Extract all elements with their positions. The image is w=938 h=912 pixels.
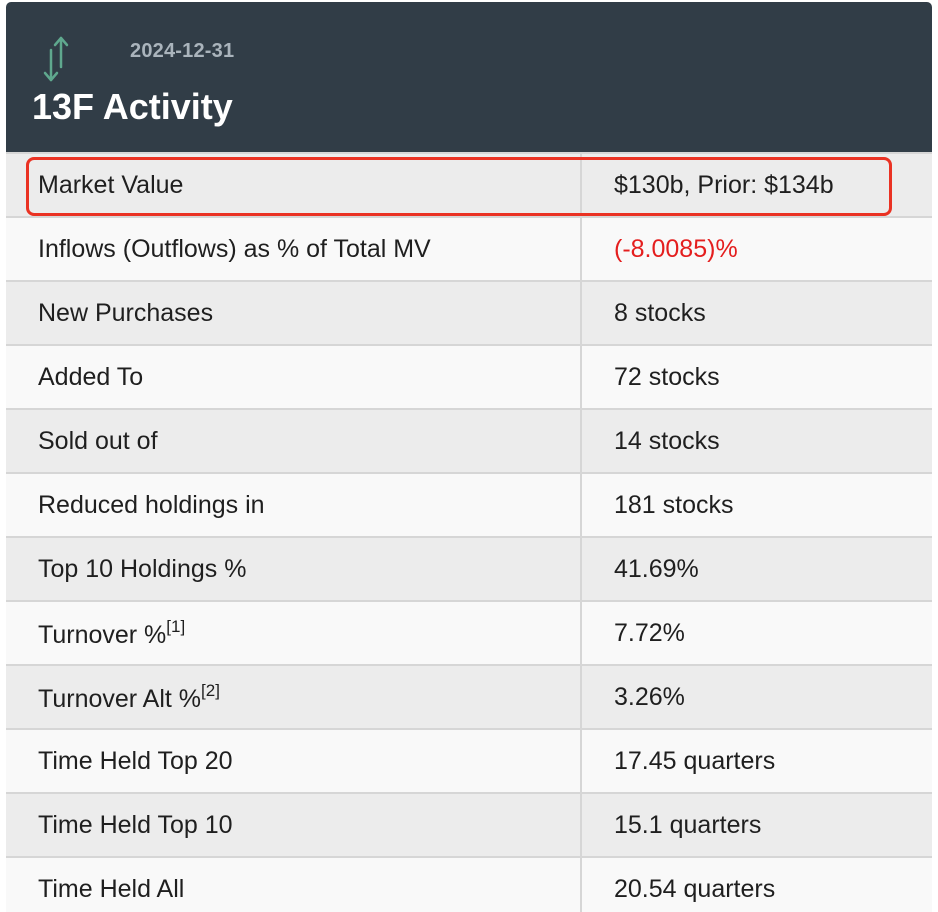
row-value: 8 stocks bbox=[580, 280, 932, 345]
activity-panel: 2024-12-31 13F Activity Market Value $13… bbox=[6, 2, 932, 912]
panel-header: 2024-12-31 13F Activity bbox=[6, 2, 932, 152]
table-row-added-to: Added To 72 stocks bbox=[6, 344, 932, 409]
row-value: 181 stocks bbox=[580, 472, 932, 537]
row-value: 15.1 quarters bbox=[580, 792, 932, 857]
report-date: 2024-12-31 bbox=[130, 40, 235, 62]
table-row-new-purchases: New Purchases 8 stocks bbox=[6, 280, 932, 345]
row-label: Time Held All bbox=[6, 856, 581, 912]
row-value: 7.72% bbox=[580, 600, 932, 665]
table-row-market-value: Market Value $130b, Prior: $134b bbox=[6, 152, 932, 217]
table-row-turnover: Turnover %[1] 7.72% bbox=[6, 600, 932, 665]
row-label: Reduced holdings in bbox=[6, 472, 581, 537]
table-row-time-held-top10: Time Held Top 10 15.1 quarters bbox=[6, 792, 932, 857]
up-down-arrows-icon bbox=[43, 36, 69, 82]
row-value: 14 stocks bbox=[580, 408, 932, 473]
table-row-inflows: Inflows (Outflows) as % of Total MV (-8.… bbox=[6, 216, 932, 281]
row-label: Turnover Alt %[2] bbox=[6, 664, 581, 729]
row-value: 20.54 quarters bbox=[580, 856, 932, 912]
row-value: 72 stocks bbox=[580, 344, 932, 409]
row-label: Time Held Top 10 bbox=[6, 792, 581, 857]
table-row-top10-holdings: Top 10 Holdings % 41.69% bbox=[6, 536, 932, 601]
row-label: Time Held Top 20 bbox=[6, 728, 581, 793]
row-value: $130b, Prior: $134b bbox=[580, 152, 932, 217]
row-label: Top 10 Holdings % bbox=[6, 536, 581, 601]
footnote-link-2[interactable]: [2] bbox=[201, 680, 220, 700]
row-value: 41.69% bbox=[580, 536, 932, 601]
table-row-sold-out: Sold out of 14 stocks bbox=[6, 408, 932, 473]
row-label: Turnover %[1] bbox=[6, 600, 581, 665]
footnote-link-1[interactable]: [1] bbox=[166, 616, 186, 636]
row-label: Market Value bbox=[6, 152, 581, 217]
row-value: 17.45 quarters bbox=[580, 728, 932, 793]
table-row-time-held-top20: Time Held Top 20 17.45 quarters bbox=[6, 728, 932, 793]
table-row-turnover-alt: Turnover Alt %[2] 3.26% bbox=[6, 664, 932, 729]
row-label: Inflows (Outflows) as % of Total MV bbox=[6, 216, 581, 281]
panel-title: 13F Activity bbox=[32, 86, 233, 127]
row-value: 3.26% bbox=[580, 664, 932, 729]
row-label: Added To bbox=[6, 344, 581, 409]
activity-table: Market Value $130b, Prior: $134b Inflows… bbox=[6, 152, 932, 912]
row-label: Sold out of bbox=[6, 408, 581, 473]
table-row-reduced: Reduced holdings in 181 stocks bbox=[6, 472, 932, 537]
table-row-time-held-all: Time Held All 20.54 quarters bbox=[6, 856, 932, 912]
row-label: New Purchases bbox=[6, 280, 581, 345]
row-value-negative: (-8.0085)% bbox=[580, 216, 932, 281]
